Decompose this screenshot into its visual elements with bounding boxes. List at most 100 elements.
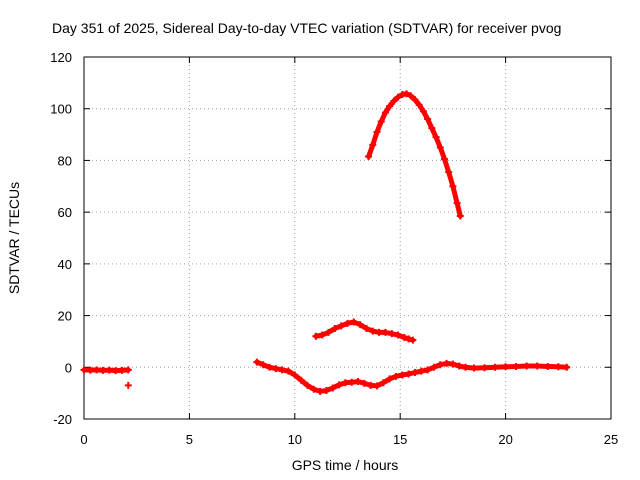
data-point [449, 360, 457, 368]
y-tick-label: -20 [53, 412, 72, 427]
data-point [436, 144, 444, 151]
data-point [350, 318, 358, 326]
data-point [419, 107, 427, 115]
series-line-segment-3 [254, 359, 570, 394]
data-point [310, 385, 318, 393]
data-point [502, 363, 510, 371]
data-point [344, 319, 351, 327]
data-point [367, 381, 375, 389]
data-point [318, 331, 326, 339]
data-point [365, 153, 373, 161]
grid-lines [84, 57, 611, 419]
data-point [456, 212, 464, 220]
data-point [291, 371, 299, 379]
data-series [80, 90, 571, 395]
data-point [118, 366, 126, 374]
data-point [411, 96, 419, 104]
data-point [417, 367, 425, 375]
data-point [512, 363, 520, 371]
data-point [373, 382, 381, 390]
y-tick-label: 80 [58, 153, 72, 168]
data-point [386, 102, 394, 110]
data-point [253, 358, 261, 366]
data-point [124, 366, 132, 374]
data-point [403, 90, 411, 98]
x-tick-label: 25 [604, 432, 618, 447]
data-point [533, 362, 541, 370]
data-point [341, 379, 349, 387]
data-point [443, 359, 451, 367]
y-tick-label: 60 [58, 205, 72, 220]
data-point [388, 330, 396, 338]
data-point [432, 133, 440, 141]
data-point [105, 366, 113, 374]
data-point [563, 363, 571, 371]
x-tick-label: 0 [80, 432, 87, 447]
data-point [375, 328, 383, 336]
data-point [462, 363, 470, 371]
data-point [449, 182, 457, 190]
data-point [272, 365, 280, 373]
x-tick-label: 20 [498, 432, 512, 447]
data-point [394, 331, 402, 339]
data-point [278, 366, 286, 374]
data-point [398, 371, 406, 379]
data-point [455, 362, 463, 370]
data-point [124, 381, 132, 389]
data-point [354, 378, 362, 386]
data-point [377, 118, 385, 126]
data-point [407, 92, 415, 100]
x-axis-label: GPS time / hours [292, 457, 399, 473]
data-point [400, 334, 408, 342]
data-point [99, 366, 107, 374]
data-point [80, 366, 88, 374]
data-point [356, 321, 364, 329]
data-point [390, 97, 398, 105]
data-point [409, 336, 417, 344]
y-tick-label: 100 [50, 102, 72, 117]
data-point [369, 141, 377, 149]
data-point [491, 363, 499, 371]
data-point [362, 325, 370, 332]
y-tick-label: 120 [50, 50, 72, 65]
data-point [381, 109, 389, 117]
data-point [266, 363, 274, 371]
data-point [394, 93, 402, 101]
data-point [112, 367, 120, 375]
data-point [93, 366, 101, 374]
data-point [373, 128, 381, 136]
data-point [379, 379, 387, 387]
data-point [428, 124, 436, 132]
data-point [445, 168, 453, 176]
data-point [259, 361, 267, 369]
data-point [329, 384, 337, 392]
x-tick-label: 10 [288, 432, 302, 447]
y-tick-label: 20 [58, 309, 72, 324]
data-point [331, 325, 339, 332]
chart-title: Day 351 of 2025, Sidereal Day-to-day VTE… [52, 20, 561, 36]
data-point [405, 370, 413, 378]
data-point [481, 364, 489, 372]
data-point [411, 368, 419, 376]
y-tick-label: 0 [65, 360, 72, 375]
data-point [405, 335, 413, 343]
x-tick-label: 15 [393, 432, 407, 447]
data-point [544, 363, 552, 371]
data-point [316, 387, 324, 395]
data-point [386, 375, 394, 383]
data-point [369, 327, 377, 335]
data-point [335, 381, 343, 389]
data-point [325, 328, 333, 336]
data-point [360, 379, 368, 387]
data-point [392, 372, 400, 380]
y-axis-label: SDTVAR / TECUs [6, 182, 22, 294]
data-point [303, 381, 311, 389]
data-point [297, 376, 305, 384]
data-point [523, 362, 531, 370]
data-point [424, 115, 432, 123]
x-tick-label: 5 [186, 432, 193, 447]
data-point [415, 101, 423, 109]
data-point [424, 366, 432, 374]
data-point [436, 361, 444, 369]
